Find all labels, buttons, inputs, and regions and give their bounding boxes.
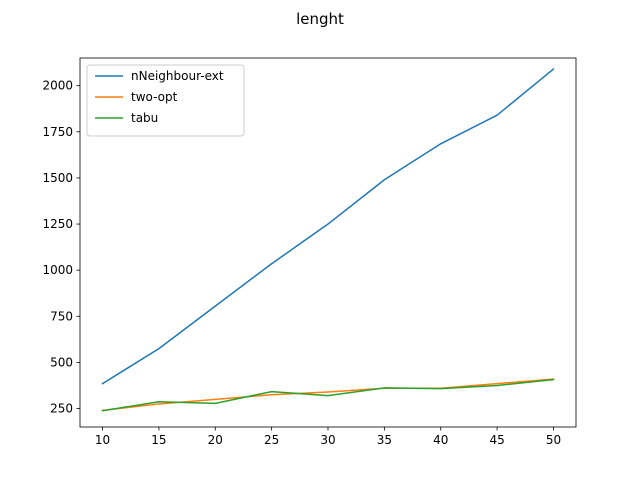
series-line-nneighbour-ext: [101, 68, 555, 385]
y-tick-label: 1250: [42, 217, 73, 231]
x-tick-label: 20: [208, 433, 223, 447]
legend-label-two-opt: two-opt: [131, 90, 178, 104]
y-tick-label: 500: [50, 355, 73, 369]
x-tick-label: 35: [377, 433, 392, 447]
series-line-two-opt: [101, 378, 555, 412]
x-tick-label: 10: [95, 433, 110, 447]
y-tick-label: 1750: [42, 125, 73, 139]
legend-box: [86, 64, 245, 137]
y-tick-label: 250: [50, 402, 73, 416]
x-tick-label: 30: [320, 433, 335, 447]
y-tick-label: 750: [50, 309, 73, 323]
x-tick-label: 40: [433, 433, 448, 447]
chart-title: lenght: [296, 10, 344, 28]
plot-area: [101, 68, 555, 412]
legend: nNeighbour-ext two-opt tabu: [86, 64, 245, 137]
x-tick-label: 50: [546, 433, 561, 447]
axes: 10 15 20 25 30 35 40 45 50 250 500 750 1000 1250 1500 1…: [42, 57, 577, 447]
legend-label-nneighbour-ext: nNeighbour-ext: [131, 69, 224, 83]
y-tick-label: 2000: [42, 79, 73, 93]
series-line-tabu: [101, 378, 555, 412]
legend-label-tabu: tabu: [131, 111, 158, 125]
x-tick-label: 15: [151, 433, 166, 447]
y-tick-label: 1000: [42, 263, 73, 277]
x-tick-label: 45: [489, 433, 504, 447]
x-tick-label: 25: [264, 433, 279, 447]
y-tick-label: 1500: [42, 171, 73, 185]
